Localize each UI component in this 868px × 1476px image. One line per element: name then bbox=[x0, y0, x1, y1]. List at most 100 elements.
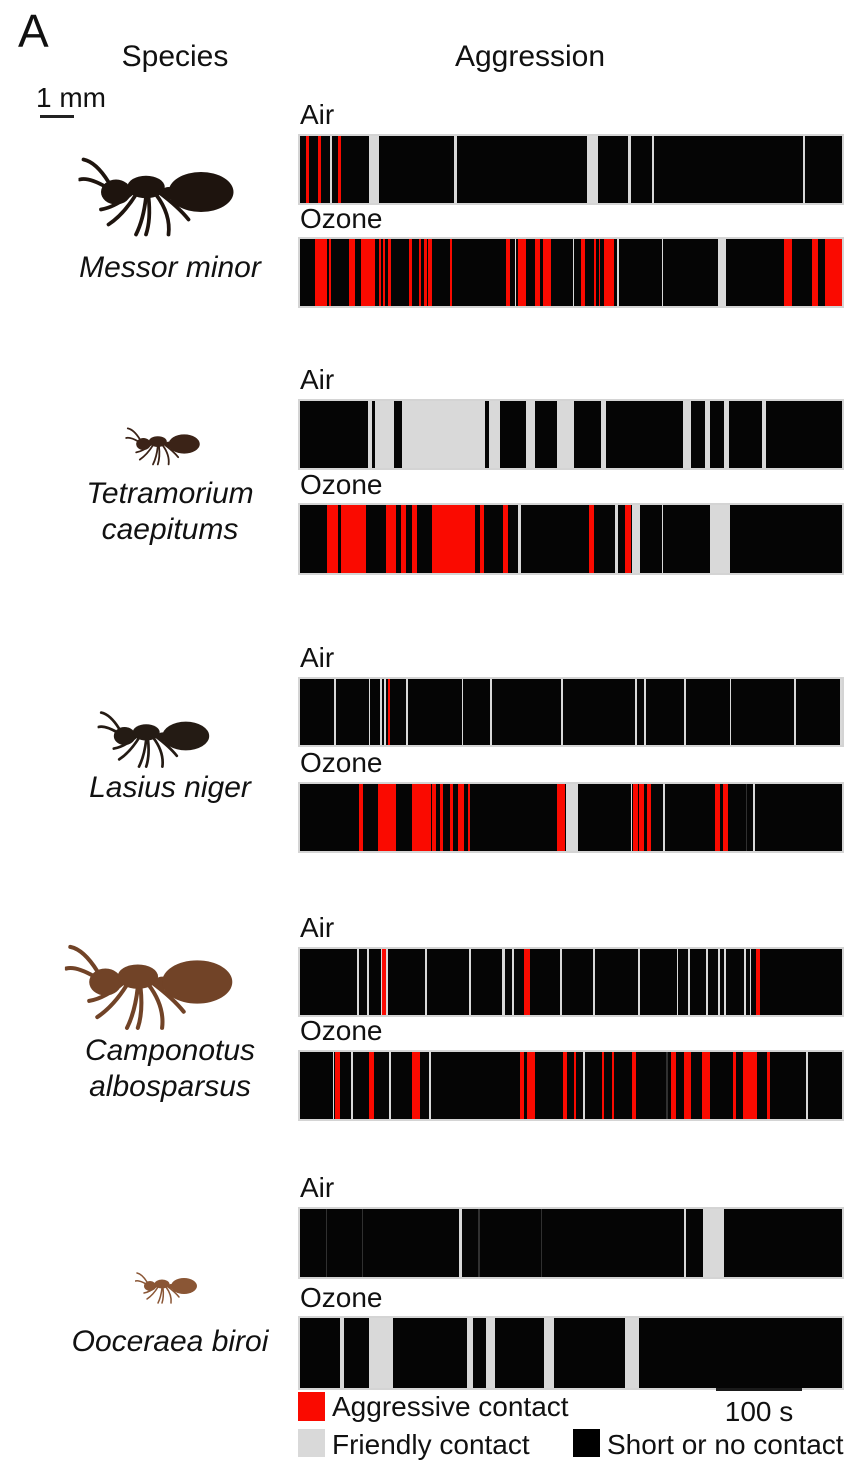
segment-friendly-contact bbox=[684, 1209, 687, 1277]
segment-no-contact bbox=[407, 679, 462, 745]
segment-friendly-contact bbox=[663, 784, 665, 851]
segment-friendly-contact bbox=[661, 239, 664, 306]
species-name-line: Ooceraea biroi bbox=[71, 1325, 269, 1358]
segment-aggressive-contact bbox=[783, 239, 793, 306]
segment-no-contact bbox=[320, 136, 330, 203]
time-scale-bar bbox=[716, 1388, 802, 1391]
legend-label-no-contact: Short or no contact bbox=[607, 1429, 844, 1460]
segment-aggressive-contact bbox=[647, 784, 651, 851]
segment-friendly-contact bbox=[454, 136, 457, 203]
segment-no-contact bbox=[470, 784, 558, 851]
segment-aggressive-contact bbox=[601, 1052, 605, 1119]
segment-no-contact bbox=[479, 1209, 541, 1277]
segment-aggressive-contact bbox=[468, 784, 471, 851]
segment-friendly-contact bbox=[332, 1052, 335, 1119]
segment-friendly-contact bbox=[762, 401, 766, 468]
segment-no-contact bbox=[427, 239, 429, 306]
segment-no-contact bbox=[462, 1209, 479, 1277]
segment-friendly-contact bbox=[583, 1052, 586, 1119]
legend-label-friendly: Friendly contact bbox=[332, 1429, 530, 1460]
segment-no-contact bbox=[689, 949, 706, 1015]
segment-no-contact bbox=[639, 949, 677, 1015]
legend-swatch-aggressive bbox=[298, 1392, 325, 1421]
segment-no-contact bbox=[676, 1052, 685, 1119]
segment-friendly-contact bbox=[683, 401, 692, 468]
segment-aggressive-contact bbox=[377, 784, 397, 851]
segment-no-contact bbox=[619, 239, 662, 306]
segment-aggressive-contact bbox=[378, 239, 381, 306]
segment-no-contact bbox=[300, 1052, 333, 1119]
segment-no-contact bbox=[617, 505, 626, 573]
segment-friendly-contact bbox=[628, 136, 631, 203]
segment-no-contact bbox=[729, 401, 763, 468]
segment-friendly-contact bbox=[560, 949, 562, 1015]
segment-no-contact bbox=[473, 1318, 487, 1388]
segment-friendly-contact bbox=[514, 239, 517, 306]
segment-no-contact bbox=[520, 505, 589, 573]
segment-no-contact bbox=[495, 1318, 544, 1388]
segment-friendly-contact bbox=[486, 1318, 496, 1388]
segment-aggressive-contact bbox=[557, 784, 565, 851]
segment-no-contact bbox=[567, 1052, 574, 1119]
segment-no-contact bbox=[463, 679, 491, 745]
segment-no-contact bbox=[550, 239, 573, 306]
segment-friendly-contact bbox=[329, 136, 332, 203]
segment-no-contact bbox=[436, 784, 441, 851]
segment-no-contact bbox=[394, 401, 403, 468]
segment-aggressive-contact bbox=[387, 679, 390, 745]
segment-no-contact bbox=[300, 679, 335, 745]
segment-no-contact bbox=[421, 239, 425, 306]
segment-aggressive-contact bbox=[588, 505, 594, 573]
segment-aggressive-contact bbox=[611, 1052, 614, 1119]
segment-aggressive-contact bbox=[520, 1052, 525, 1119]
segment-friendly-contact bbox=[369, 136, 380, 203]
segment-no-contact bbox=[542, 1209, 685, 1277]
segment-friendly-contact bbox=[717, 949, 720, 1015]
segment-no-contact bbox=[770, 1052, 807, 1119]
segment-friendly-contact bbox=[517, 505, 521, 573]
segment-no-contact bbox=[442, 784, 451, 851]
segment-aggressive-contact bbox=[702, 1052, 711, 1119]
segment-no-contact bbox=[643, 784, 648, 851]
segment-aggressive-contact bbox=[450, 784, 453, 851]
segment-no-contact bbox=[726, 949, 745, 1015]
legend-label-aggressive: Aggressive contact bbox=[332, 1391, 569, 1422]
segment-no-contact bbox=[729, 505, 842, 573]
segment-aggressive-contact bbox=[812, 239, 819, 306]
segment-no-contact bbox=[805, 136, 843, 203]
segment-friendly-contact bbox=[461, 679, 464, 745]
segment-no-contact bbox=[366, 505, 386, 573]
segment-aggressive-contact bbox=[825, 239, 842, 306]
segment-friendly-contact bbox=[615, 505, 618, 573]
segment-friendly-contact bbox=[753, 784, 755, 851]
segment-no-contact bbox=[500, 401, 527, 468]
segment-aggressive-contact bbox=[314, 239, 327, 306]
segment-aggressive-contact bbox=[633, 784, 638, 851]
segment-no-contact bbox=[731, 679, 795, 745]
condition-label-ozone: Ozone bbox=[300, 1282, 383, 1313]
segment-no-contact bbox=[792, 239, 813, 306]
segment-no-contact bbox=[327, 1209, 363, 1277]
segment-friendly-contact bbox=[368, 679, 371, 745]
segment-aggressive-contact bbox=[598, 239, 601, 306]
segment-aggressive-contact bbox=[479, 505, 484, 573]
segment-no-contact bbox=[331, 136, 338, 203]
segment-no-contact bbox=[405, 505, 412, 573]
segment-aggressive-contact bbox=[767, 1052, 771, 1119]
segment-no-contact bbox=[736, 1052, 743, 1119]
aggression-column-header: Aggression bbox=[454, 40, 606, 73]
segment-friendly-contact bbox=[806, 1052, 808, 1119]
segment-no-contact bbox=[575, 1052, 584, 1119]
ant-photo-messor-minor bbox=[52, 142, 270, 242]
ant-photo-ooceraea-biroi bbox=[126, 1266, 210, 1306]
segment-no-contact bbox=[484, 401, 490, 468]
segment-aggressive-contact bbox=[428, 239, 433, 306]
segment-no-contact bbox=[387, 949, 426, 1015]
segment-no-contact bbox=[638, 1318, 842, 1388]
segment-aggressive-contact bbox=[408, 239, 412, 306]
species-name-line: Camponotus bbox=[84, 1034, 256, 1067]
segment-friendly-contact bbox=[634, 679, 637, 745]
ethogram-bar-camponotus-air bbox=[298, 947, 844, 1017]
segment-no-contact bbox=[691, 401, 705, 468]
mm-scale-label: 1 mm bbox=[36, 82, 106, 113]
